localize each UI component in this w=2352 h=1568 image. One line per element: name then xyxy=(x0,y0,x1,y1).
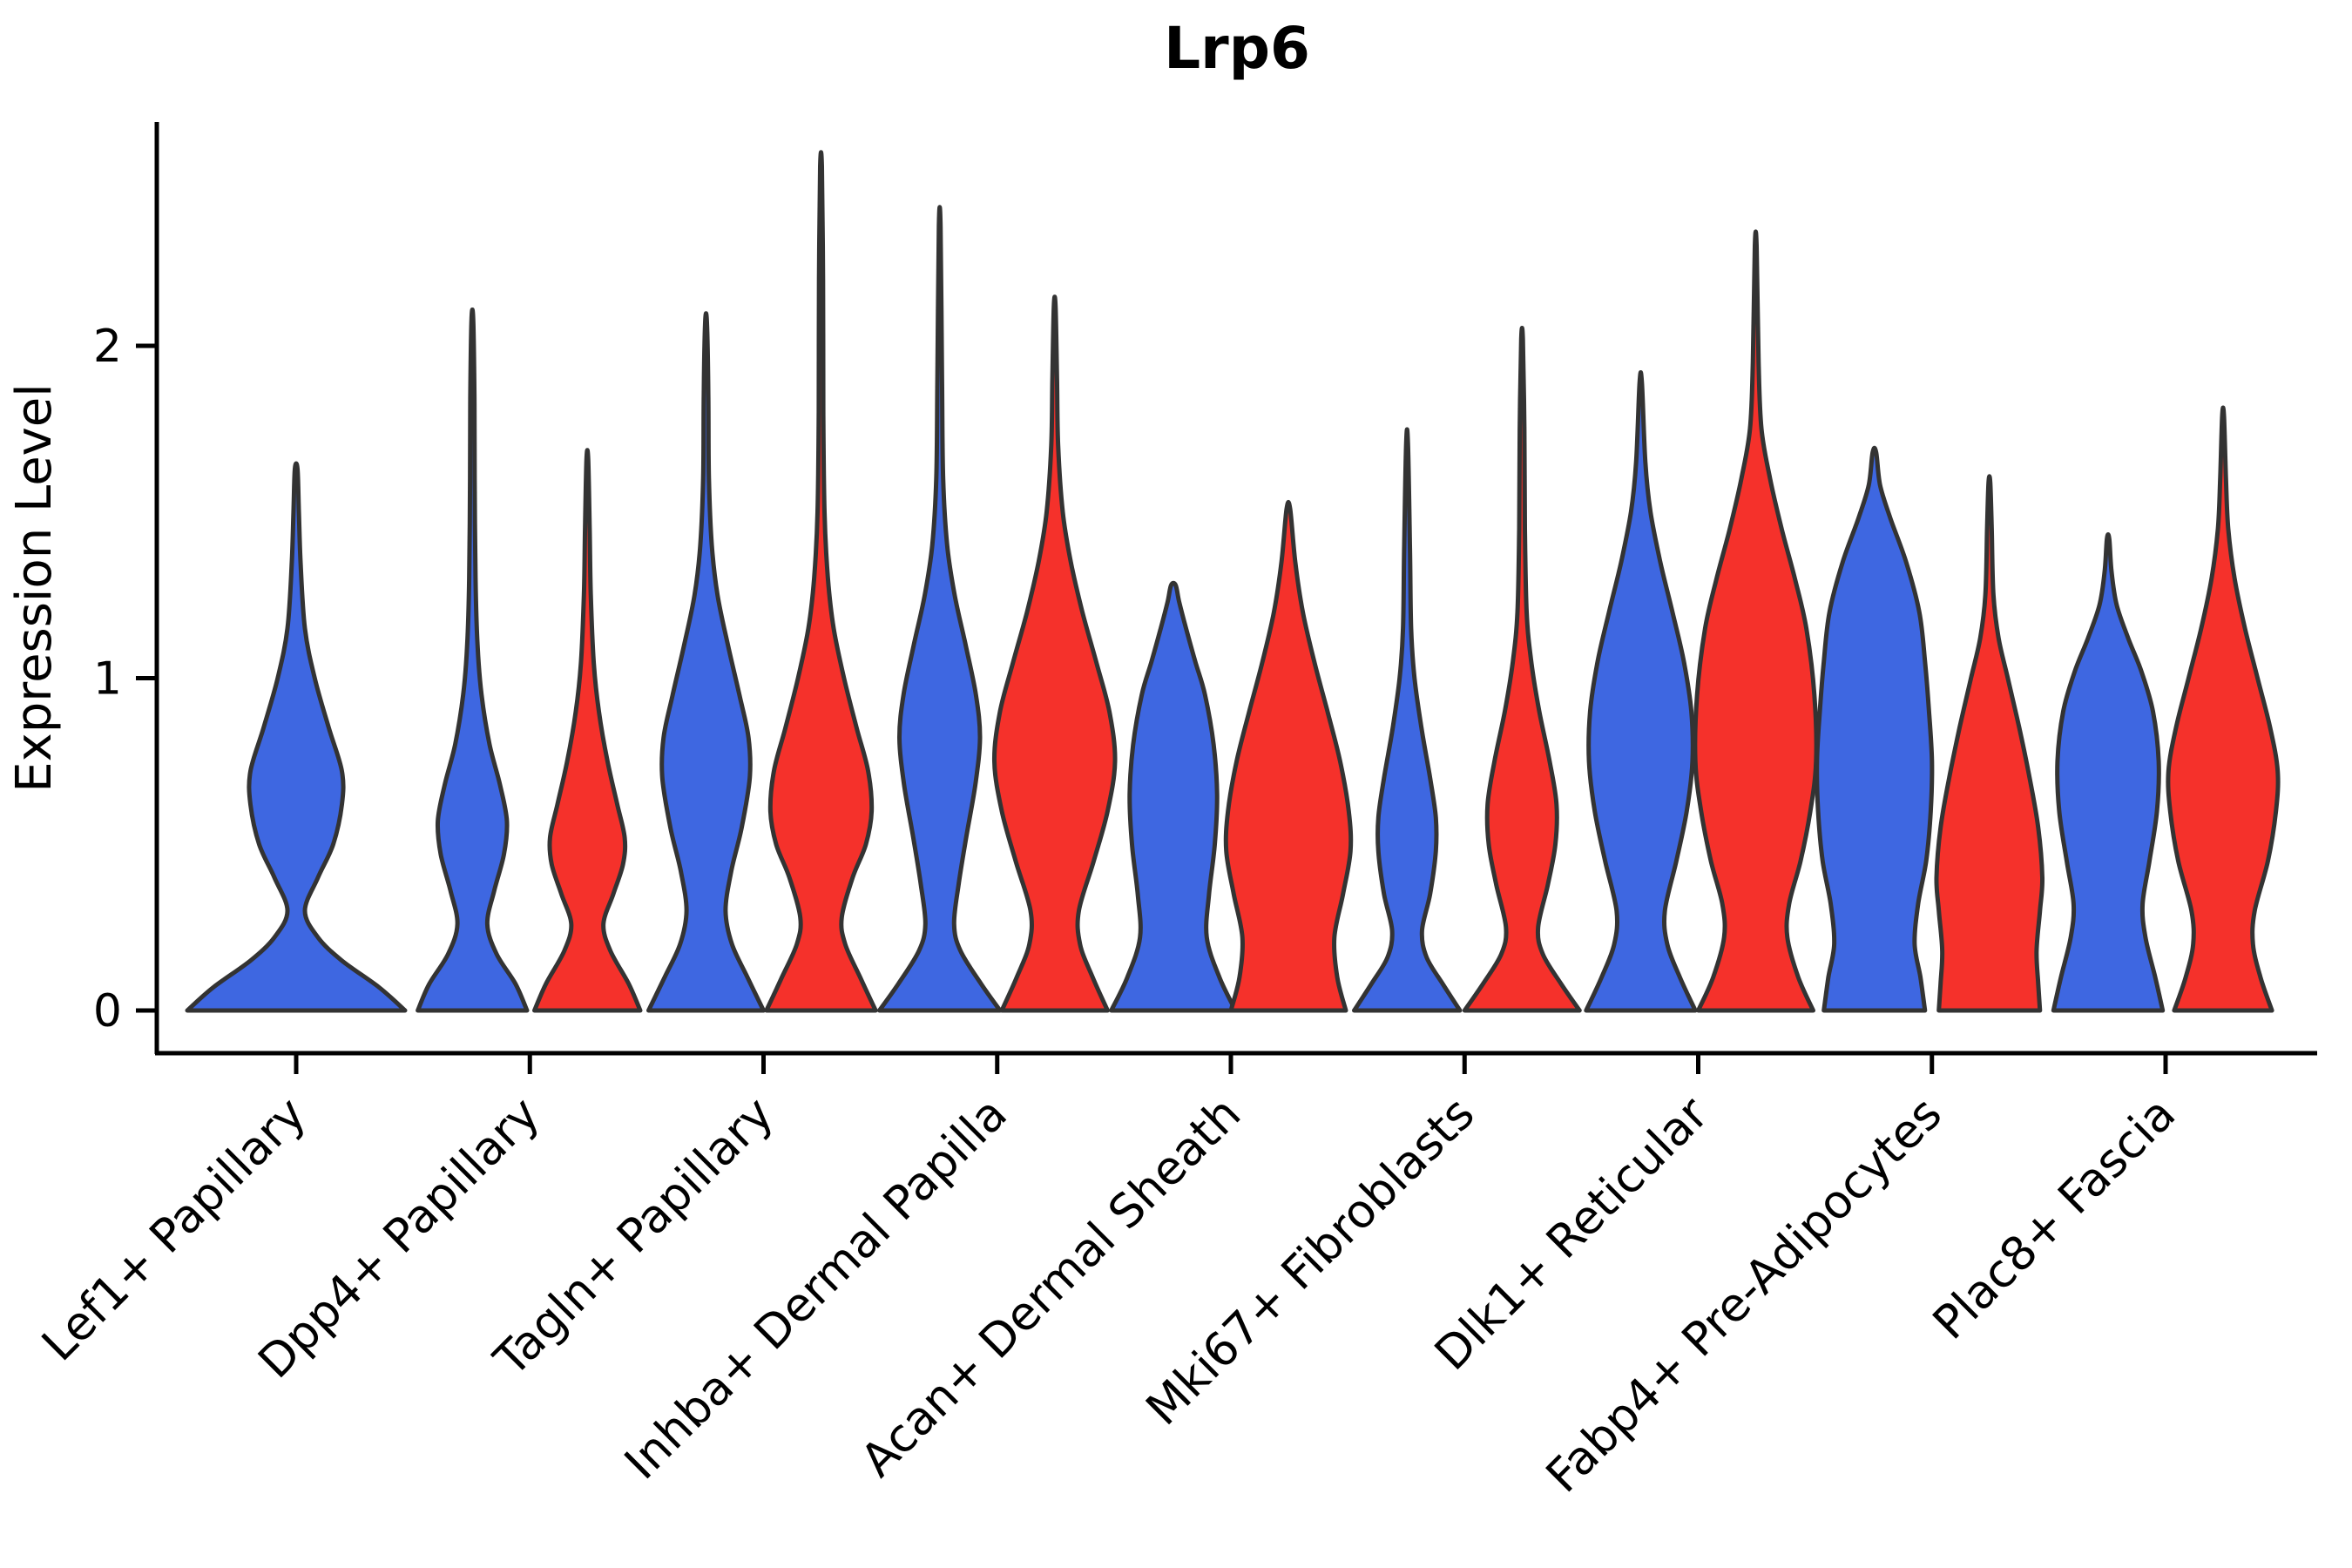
y-axis-label: Expression Level xyxy=(6,383,63,793)
chart-title: Lrp6 xyxy=(1164,15,1310,82)
violin-blue-mki67-fibroblasts xyxy=(1352,427,1463,1013)
violin-red-acan-dermal-sheath xyxy=(1223,499,1354,1013)
violin-red-dpp4-papillary xyxy=(532,448,643,1013)
x-tick-label-acan-dermal-sheath: Acan+ Dermal Sheath xyxy=(851,1087,1251,1487)
violin-blue-acan-dermal-sheath xyxy=(1109,580,1238,1013)
violin-red-mki67-fibroblasts xyxy=(1462,326,1582,1013)
x-tick-label-fabp4-pre-adipocytes: Fabp4+ Pre-Adipocytes xyxy=(1537,1087,1952,1503)
y-tick-label-2: 2 xyxy=(93,321,122,373)
x-tick-label-plac8-fascia: Plac8+ Fascia xyxy=(1923,1087,2186,1349)
violin-blue-dpp4-papillary xyxy=(416,308,530,1013)
violin-red-plac8-fascia xyxy=(2166,405,2281,1013)
violin-blue-fabp4-pre-adipocytes xyxy=(1815,445,1935,1013)
violin-red-fabp4-pre-adipocytes xyxy=(1934,474,2045,1013)
y-tick-label-0: 0 xyxy=(93,985,122,1037)
violins-group xyxy=(185,150,2281,1013)
violin-blue-lef1-papillary xyxy=(185,461,408,1013)
violin-blue-tagln-papillary xyxy=(646,311,766,1013)
violin-blue-plac8-fascia xyxy=(2051,532,2166,1013)
y-axis-ticks: 0 1 2 xyxy=(93,321,157,1037)
violin-red-dlk1-reticular xyxy=(1693,229,1819,1013)
y-tick-label-1: 1 xyxy=(93,653,122,706)
x-tick-label-inhba-dermal-papilla: Inhba+ Dermal Papilla xyxy=(615,1087,1017,1490)
violin-red-inhba-dermal-papilla xyxy=(991,294,1118,1013)
violin-blue-inhba-dermal-papilla xyxy=(877,205,1003,1013)
violin-blue-dlk1-reticular xyxy=(1584,370,1698,1013)
violin-red-tagln-papillary xyxy=(764,150,878,1013)
